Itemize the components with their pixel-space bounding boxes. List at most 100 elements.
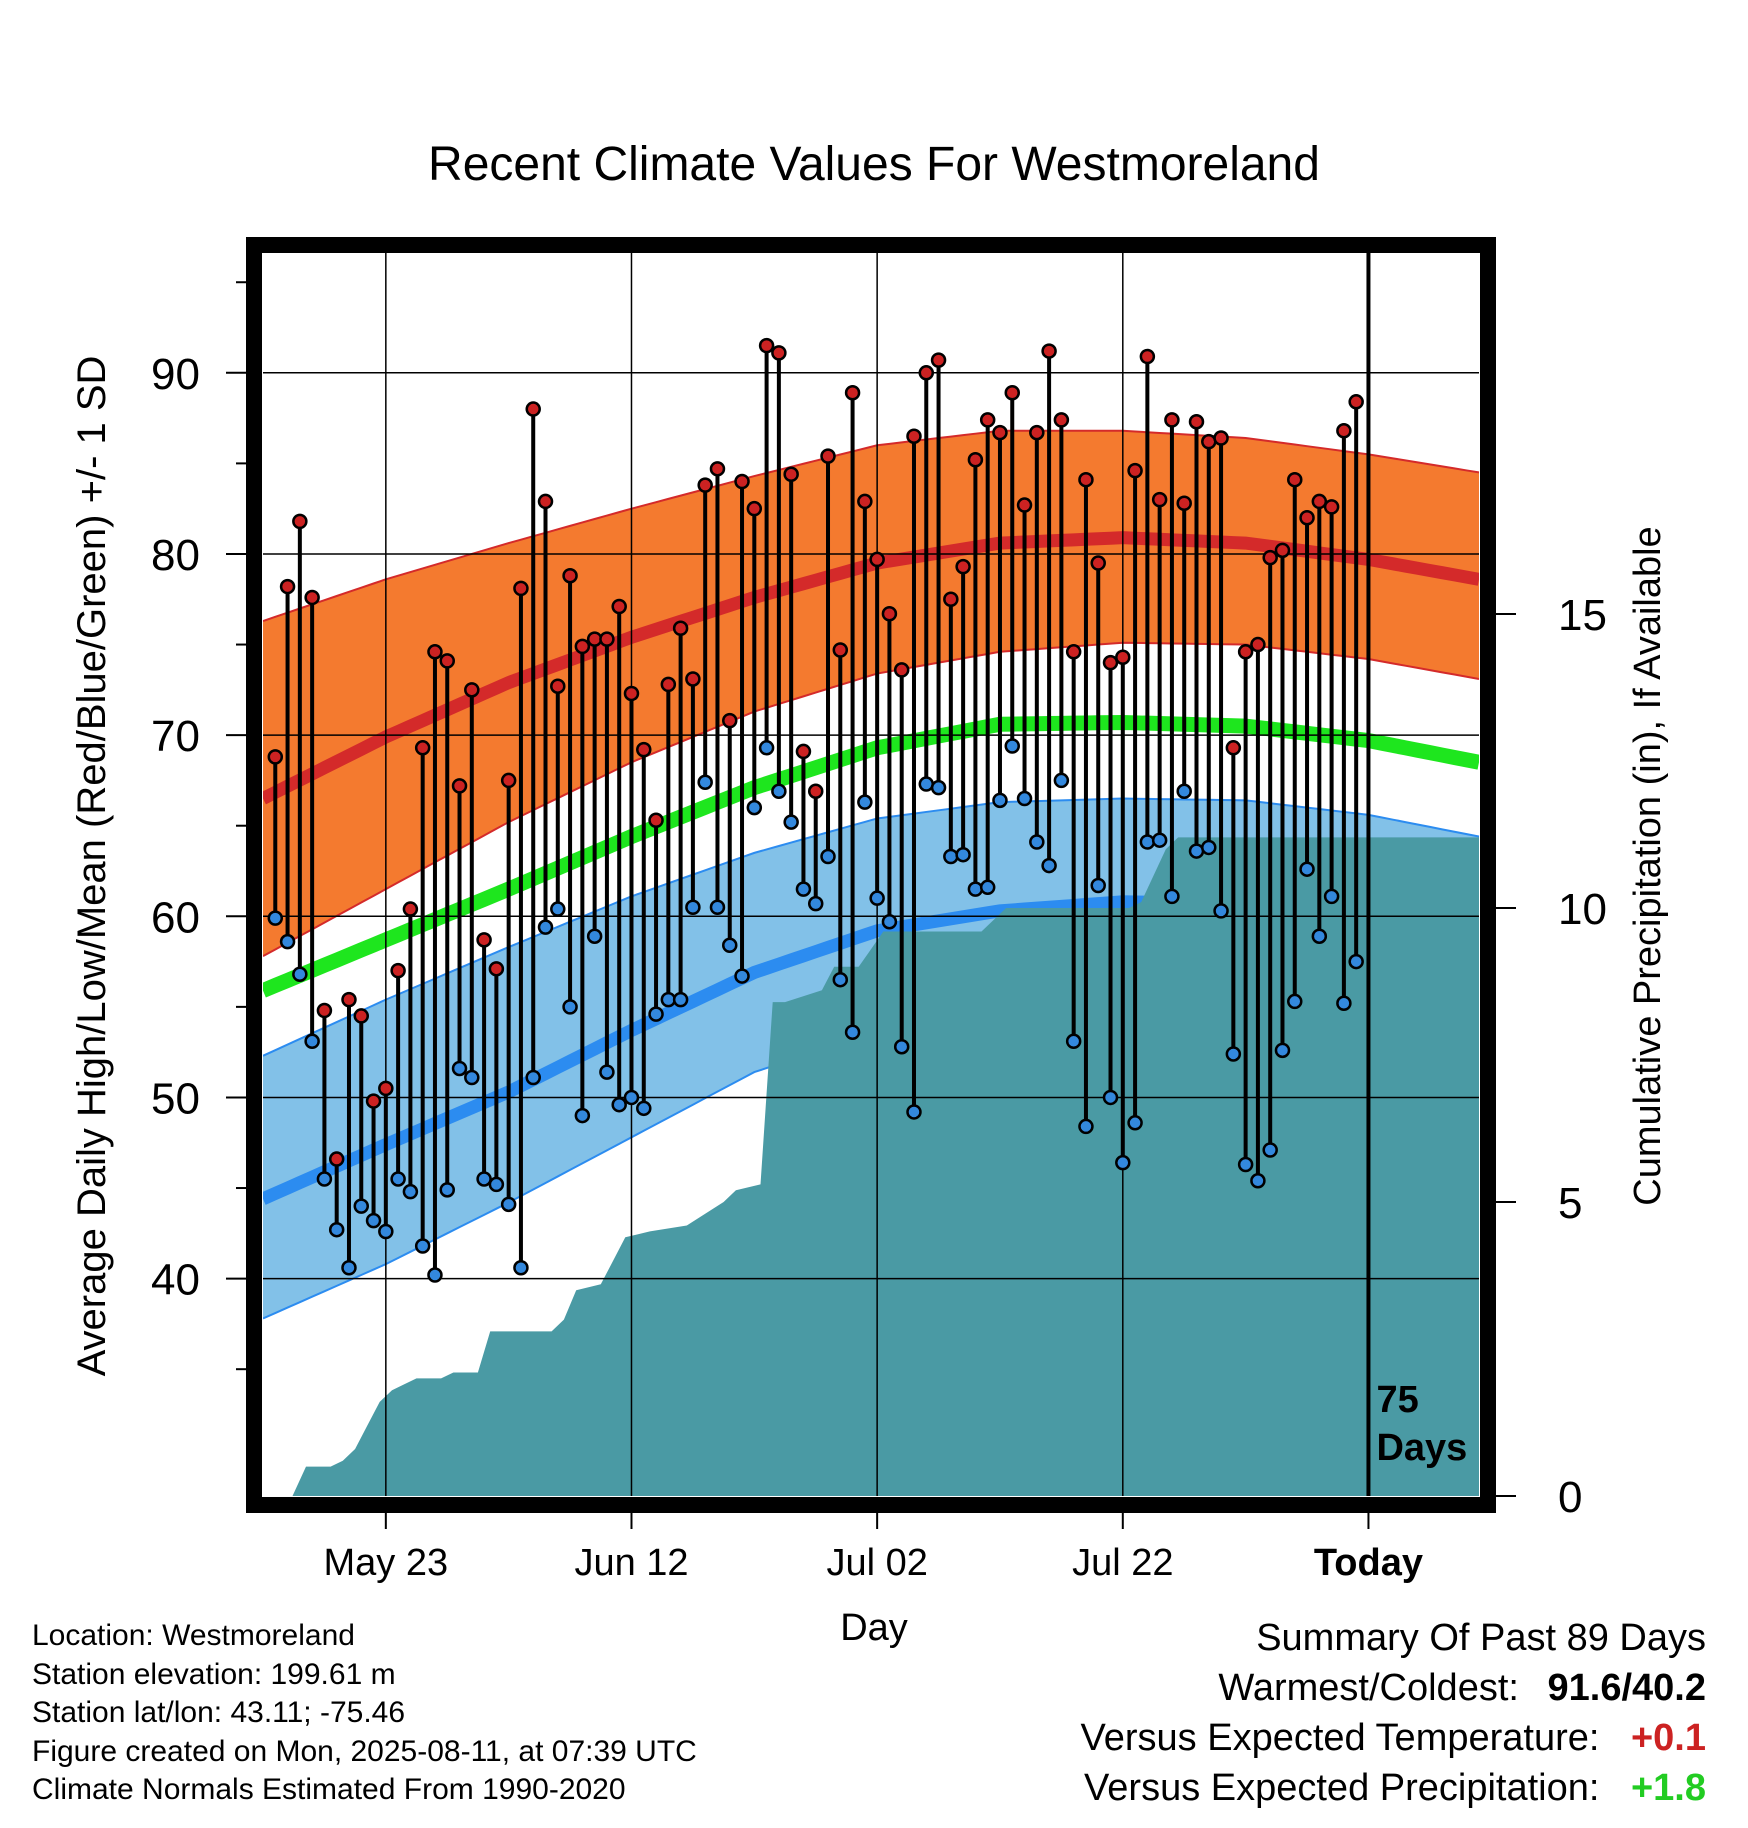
axes [226, 237, 1516, 1529]
daily-high-point [636, 741, 652, 758]
daily-high-point [697, 477, 713, 493]
daily-high-point [390, 962, 406, 979]
daily-low-point [488, 1176, 505, 1193]
daily-high-point [1311, 493, 1328, 510]
daily-low-point [967, 881, 984, 897]
normal-high-band-upper-edge [263, 429, 1479, 622]
precip-value: +1.8 [1630, 1767, 1706, 1809]
y2-tick-label: 15 [1558, 591, 1607, 640]
daily-low-point [1336, 995, 1352, 1011]
daily-high-point [992, 424, 1008, 441]
daily-low-point [304, 1033, 320, 1050]
daily-high-point [783, 466, 799, 483]
daily-high-point [820, 448, 836, 464]
daily-high-point [844, 384, 861, 401]
x-tick-label: Jul 22 [1072, 1542, 1173, 1584]
daily-low-point [820, 848, 836, 865]
daily-high-point [857, 493, 873, 510]
x-tick-label: Jun 12 [574, 1542, 688, 1584]
daily-high-point [1225, 740, 1242, 756]
daily-low-point [807, 895, 824, 912]
daily-high-point [746, 500, 763, 517]
daily-high-point [1016, 497, 1033, 513]
daily-low-point [464, 1069, 480, 1086]
daily-low-point [550, 901, 566, 917]
daily-low-point [1213, 903, 1229, 919]
axis-labels: Recent Climate Values For Westmoreland 40… [70, 138, 1669, 1649]
daily-low-point [648, 1006, 664, 1022]
daily-high-point [1250, 636, 1266, 653]
plot-frame [246, 237, 1496, 1513]
location-line: Location: Westmoreland [32, 1619, 355, 1652]
daily-low-point [1139, 834, 1156, 850]
summary-panel: Summary Of Past 89 Days Warmest/Coldest:… [1081, 1613, 1706, 1813]
daily-low-point [758, 740, 775, 756]
daily-low-point [1225, 1046, 1242, 1062]
daily-high-point [1237, 644, 1254, 660]
daily-high-point [906, 428, 922, 444]
daily-low-point [599, 1064, 615, 1080]
daily-high-point [599, 631, 615, 647]
x-tick-label: Jul 02 [826, 1542, 927, 1584]
daily-low-point [795, 881, 812, 897]
daily-low-point [636, 1100, 652, 1117]
daily-high-point [304, 589, 320, 606]
daily-high-point [1090, 555, 1106, 571]
temp-row: Versus Expected Temperature: +0.1 [1081, 1713, 1706, 1763]
daily-low-point [869, 890, 885, 906]
today-days-label: Days [1376, 1427, 1467, 1469]
daily-low-point [562, 999, 578, 1015]
daily-high-point [758, 337, 775, 354]
daily-high-point [1274, 542, 1291, 559]
daily-high-point [341, 991, 357, 1008]
daily-high-point [672, 620, 689, 636]
daily-high-point [1029, 424, 1045, 441]
daily-high-point [1213, 430, 1229, 446]
daily-high-point [1127, 462, 1143, 479]
daily-low-point [476, 1171, 492, 1187]
warm-cold-row: Warmest/Coldest: 91.6/40.2 [1081, 1663, 1706, 1713]
daily-low-point [427, 1267, 443, 1283]
daily-high-point [267, 749, 284, 765]
daily-high-point [328, 1151, 345, 1167]
daily-low-point [893, 1038, 910, 1055]
precip-area-layer [263, 837, 1479, 1496]
daily-high-point [1004, 384, 1021, 401]
daily-high-point [525, 401, 541, 417]
daily-high-point [414, 740, 431, 756]
daily-high-point [709, 461, 726, 477]
daily-high-point [930, 352, 947, 368]
elevation-line: Station elevation: 199.61 m [32, 1657, 396, 1691]
daily-high-point [378, 1080, 394, 1097]
daily-low-point [574, 1107, 591, 1124]
warm-cold-label: Warmest/Coldest: [1218, 1667, 1519, 1709]
daily-low-point [992, 792, 1008, 809]
normal-high-band-lower-edge [263, 641, 1479, 958]
daily-low-point [1299, 861, 1315, 877]
daily-low-point [537, 919, 554, 935]
created-line: Figure created on Mon, 2025-08-11, at 07… [32, 1734, 697, 1768]
cumulative-precip-area [263, 837, 1479, 1496]
daily-low-point [1176, 783, 1192, 800]
daily-high-point [464, 682, 480, 698]
daily-low-point [451, 1060, 468, 1077]
precip-row: Versus Expected Precipitation: +1.8 [1081, 1763, 1706, 1813]
x-tick-label: Today [1314, 1542, 1423, 1584]
daily-high-point [893, 662, 910, 678]
daily-high-point [721, 712, 738, 729]
today-count-label: 75 [1376, 1379, 1418, 1421]
daily-low-point [1311, 928, 1328, 944]
daily-high-point [1164, 412, 1180, 428]
y-tick-label: 60 [151, 893, 200, 942]
daily-high-point [513, 580, 529, 597]
daily-high-point [427, 644, 443, 660]
daily-low-point [500, 1196, 517, 1213]
daily-high-point [1041, 343, 1057, 359]
daily-high-point [365, 1093, 382, 1109]
x-tick-label: May 23 [324, 1542, 449, 1584]
daily-low-point [353, 1198, 370, 1214]
chart-title: Recent Climate Values For Westmoreland [428, 138, 1320, 191]
daily-low-point [857, 794, 873, 810]
daily-low-point [1029, 834, 1045, 850]
